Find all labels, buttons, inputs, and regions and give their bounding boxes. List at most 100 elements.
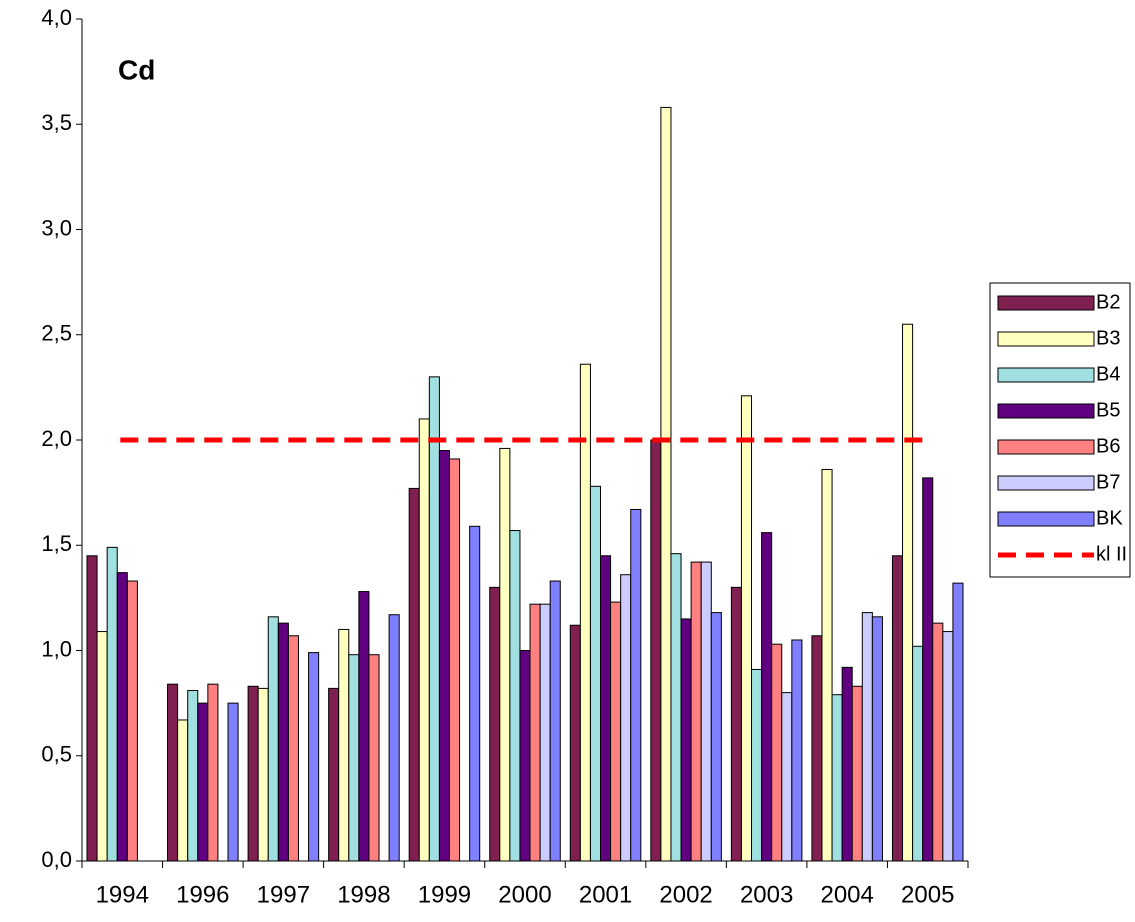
legend-swatch (997, 475, 1095, 491)
bar (589, 485, 602, 862)
bar (630, 508, 642, 862)
bar (851, 685, 863, 862)
bar (368, 654, 380, 862)
bar (126, 580, 138, 862)
y-tick-label: 0,5 (41, 742, 72, 767)
bar (116, 572, 128, 862)
bar (509, 530, 521, 862)
bar (771, 643, 783, 862)
bar (922, 477, 934, 862)
bar (549, 580, 561, 862)
bar (952, 582, 964, 862)
legend-swatch (997, 331, 1095, 347)
legend-label: kl II (1096, 543, 1127, 565)
legend-label: B2 (1096, 291, 1120, 313)
bar (730, 586, 742, 862)
x-tick-label: 2003 (740, 881, 793, 908)
bar (277, 622, 289, 862)
legend-swatch (997, 295, 1095, 311)
legend-swatch (997, 439, 1095, 455)
x-tick-label: 1996 (176, 881, 229, 908)
x-tick-label: 1997 (257, 881, 310, 908)
bar (408, 487, 420, 862)
y-tick-label: 3,0 (41, 215, 72, 240)
bar (348, 654, 360, 862)
bar (187, 689, 199, 862)
bar (207, 683, 219, 862)
bar (489, 586, 501, 862)
bar (569, 624, 581, 862)
x-tick-label: 1994 (96, 881, 149, 908)
legend-label: BK (1096, 507, 1123, 529)
bar (257, 687, 269, 862)
y-tick-label: 1,5 (41, 531, 72, 556)
bar (680, 618, 692, 862)
bar (660, 106, 672, 862)
y-tick-label: 0,0 (41, 847, 72, 872)
x-tick-label: 2001 (579, 881, 632, 908)
bar (388, 614, 400, 862)
y-tick-label: 4,0 (41, 5, 72, 30)
bar (740, 395, 753, 862)
bar (418, 418, 430, 862)
bar (871, 616, 883, 862)
x-tick-label: 2004 (820, 881, 873, 908)
bar (841, 666, 853, 862)
bar (539, 603, 551, 862)
bar (710, 612, 722, 862)
bar (96, 631, 108, 862)
bar (328, 687, 340, 862)
bar (469, 525, 481, 862)
bar (86, 555, 98, 862)
bar (519, 650, 531, 862)
bar (227, 702, 239, 862)
bar (308, 652, 320, 862)
legend: B2 B3 B4 B5 B6 B7 BK kl II (989, 282, 1131, 578)
bar (600, 555, 612, 862)
x-tick-label: 2000 (498, 881, 551, 908)
bar (761, 532, 773, 862)
y-tick-label: 1,0 (41, 636, 72, 661)
bar (267, 616, 279, 862)
bar (247, 685, 259, 862)
bar (620, 574, 632, 862)
bar (902, 323, 914, 862)
bar (670, 553, 682, 862)
bar (106, 546, 118, 862)
bar (791, 639, 803, 862)
bar (821, 468, 833, 862)
bar (781, 692, 793, 862)
bar (610, 601, 622, 862)
bar (358, 591, 370, 862)
x-tick-label: 2005 (901, 881, 954, 908)
legend-label: B6 (1096, 435, 1120, 457)
x-tick-label: 1999 (418, 881, 471, 908)
bar (438, 450, 450, 862)
bar (428, 376, 440, 862)
legend-swatch (997, 367, 1095, 383)
bar (912, 645, 924, 862)
bar (932, 622, 944, 862)
legend-label: B5 (1096, 399, 1120, 421)
y-tick-label: 2,5 (41, 321, 72, 346)
bar (690, 561, 702, 862)
annotation: Cd (118, 54, 155, 85)
x-tick-label: 2002 (659, 881, 712, 908)
bar (751, 668, 763, 862)
y-tick-label: 3,5 (41, 110, 72, 135)
bar (891, 555, 904, 862)
bar (499, 447, 511, 862)
bar (831, 694, 843, 862)
y-tick-label: 2,0 (41, 426, 72, 451)
bar (811, 635, 823, 862)
legend-label: B4 (1096, 363, 1120, 385)
bar (650, 439, 662, 862)
bar (942, 631, 954, 862)
legend-swatch (997, 403, 1095, 419)
bar (700, 561, 712, 862)
legend-label: B3 (1096, 327, 1120, 349)
bar (287, 635, 299, 862)
legend-swatch (997, 511, 1095, 527)
bar (861, 612, 873, 862)
